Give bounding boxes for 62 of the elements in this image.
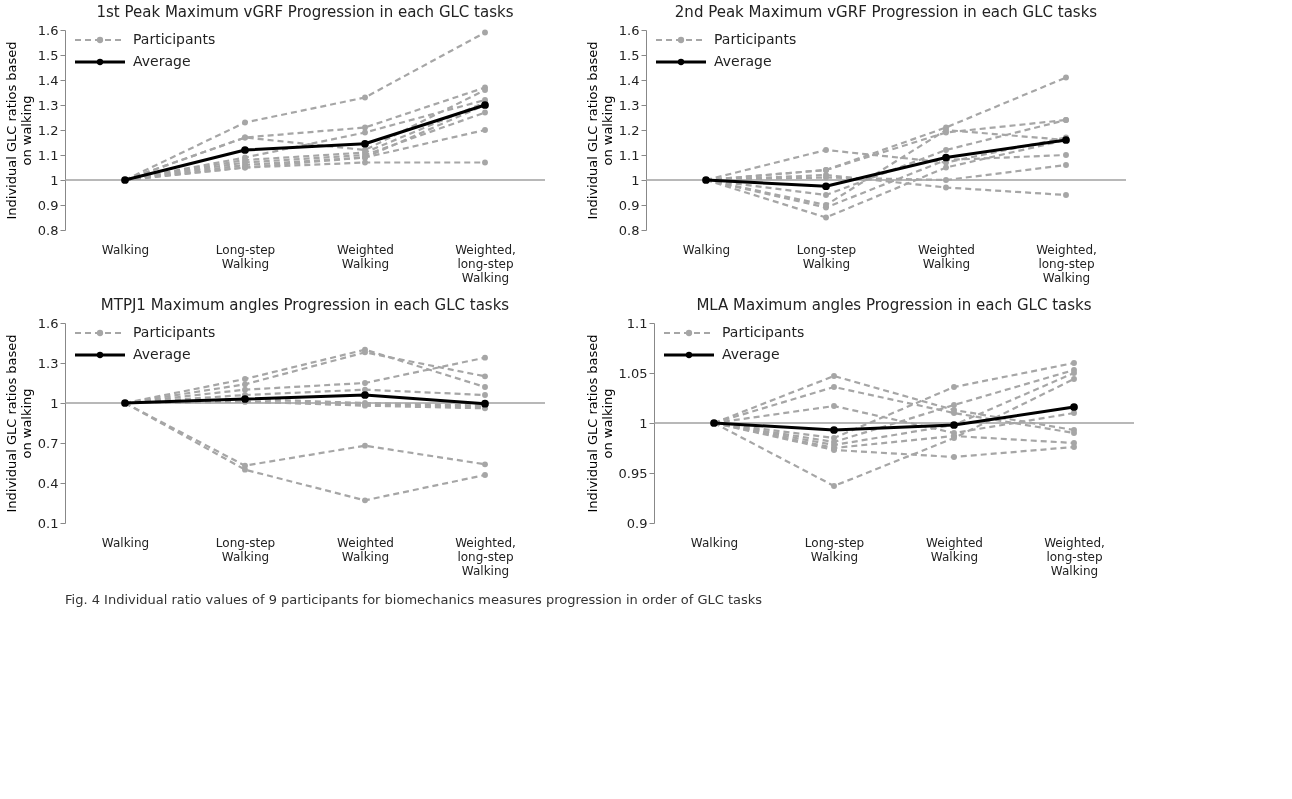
y-tick-label: 1.4 [618, 72, 640, 88]
y-tick-label: 0.8 [37, 222, 59, 238]
x-tick-label: Long-step Walking [796, 242, 857, 271]
y-tick-label: 1.5 [37, 47, 59, 63]
y-tick-label: 1.2 [37, 122, 59, 138]
x-tick-label: Weighted Walking [918, 242, 975, 271]
y-tick-label: 1.3 [37, 97, 59, 113]
y-tick-label: 1.6 [37, 22, 59, 38]
y-tick-label: 1.3 [618, 97, 640, 113]
y-tick-label: 1.6 [37, 315, 59, 331]
caption: Fig. 4 Individual ratio values of 9 participants for biomechanics measures progression in order of GLC tasks [65, 592, 763, 607]
y-tick-label: 0.7 [37, 435, 59, 451]
y-tick-label: 1.3 [37, 355, 59, 371]
y-tick-label: 0.9 [618, 197, 640, 213]
x-tick-label: Walking [690, 535, 739, 550]
x-tick-label: Weighted Walking [926, 535, 983, 564]
y-tick-label: 0.9 [37, 197, 59, 213]
y-tick-label: 1 [631, 172, 640, 188]
chart-title: 2nd Peak Maximum vGRF Progression in each GLC tasks [674, 3, 1098, 21]
y-axis-title: Individual GLC ratios based on walking [584, 334, 615, 513]
y-tick-label: 0.9 [626, 515, 648, 531]
legend-label: Participants [722, 324, 805, 340]
x-tick-label: Weighted Walking [337, 535, 394, 564]
chart-title: MTPJ1 Maximum angles Progression in each GLC tasks [100, 296, 510, 314]
legend-label: Average [133, 53, 191, 69]
legend-label: Average [722, 346, 780, 362]
x-tick-label: Long-step Walking [215, 535, 276, 564]
y-tick-label: 0.95 [618, 465, 648, 481]
x-tick-label: Walking [101, 535, 150, 550]
y-axis-title: Individual GLC ratios based on walking [3, 41, 34, 220]
x-tick-label: Long-step Walking [215, 242, 276, 271]
legend-label: Average [714, 53, 772, 69]
x-tick-label: Weighted Walking [337, 242, 394, 271]
y-tick-label: 0.8 [618, 222, 640, 238]
y-tick-label: 0.4 [37, 475, 59, 491]
x-tick-label: Weighted, long-step Walking [455, 535, 516, 578]
x-tick-label: Weighted, long-step Walking [1044, 535, 1105, 578]
y-tick-label: 1.2 [618, 122, 640, 138]
y-tick-label: 1.1 [618, 147, 640, 163]
x-tick-label: Weighted, long-step Walking [455, 242, 516, 285]
y-tick-label: 1.5 [618, 47, 640, 63]
y-tick-label: 1.4 [37, 72, 59, 88]
y-tick-label: 1 [50, 172, 59, 188]
y-axis-title: Individual GLC ratios based on walking [3, 334, 34, 513]
legend-label: Participants [133, 324, 216, 340]
x-tick-label: Walking [682, 242, 731, 257]
legend-label: Participants [714, 31, 797, 47]
legend-label: Average [133, 346, 191, 362]
chart-title: 1st Peak Maximum vGRF Progression in each GLC tasks [96, 3, 514, 21]
y-tick-label: 1.6 [618, 22, 640, 38]
x-tick-label: Weighted, long-step Walking [1036, 242, 1097, 285]
x-tick-label: Walking [101, 242, 150, 257]
y-axis-title: Individual GLC ratios based on walking [584, 41, 615, 220]
y-tick-label: 1 [639, 415, 648, 431]
chart-title: MLA Maximum angles Progression in each GLC tasks [696, 296, 1092, 314]
y-tick-label: 1.1 [626, 315, 648, 331]
y-tick-label: 1.05 [618, 365, 648, 381]
legend-label: Participants [133, 31, 216, 47]
y-tick-label: 1 [50, 395, 59, 411]
y-tick-label: 1.1 [37, 147, 59, 163]
x-tick-label: Long-step Walking [804, 535, 865, 564]
y-tick-label: 0.1 [37, 515, 59, 531]
